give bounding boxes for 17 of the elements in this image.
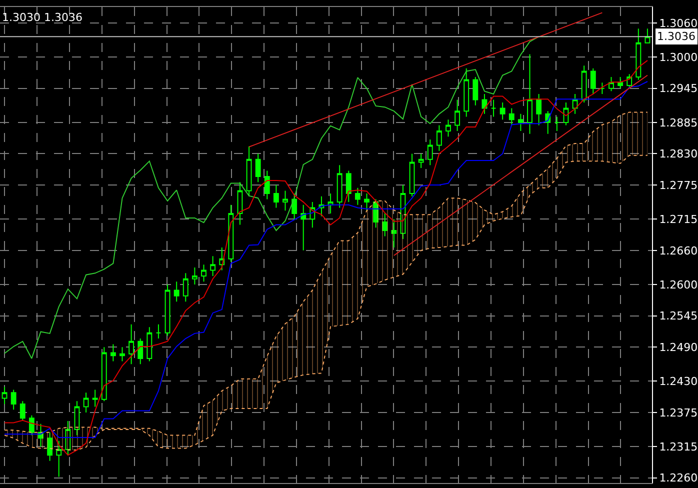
- annotation: 1.3030 1.3036: [2, 11, 82, 24]
- y-tick-label: 1.2830: [659, 148, 698, 161]
- y-tick-label: 1.2945: [659, 82, 698, 96]
- y-tick-label: 1.2430: [659, 375, 698, 388]
- ref-line-label: 1.3036: [657, 30, 696, 43]
- y-tick-label: 1.2490: [659, 340, 698, 354]
- y-tick-label: 1.2375: [659, 406, 698, 420]
- y-tick-label: 1.3060: [659, 16, 698, 30]
- y-tick-label: 1.3000: [659, 50, 698, 64]
- y-tick-label: 1.2600: [659, 278, 698, 292]
- y-tick-label: 1.2315: [659, 440, 698, 454]
- y-tick-label: 1.2715: [659, 212, 698, 226]
- y-tick-label: 1.2545: [659, 310, 698, 323]
- y-tick-label: 1.2660: [659, 244, 698, 258]
- y-tick-label: 1.2260: [659, 472, 698, 485]
- y-tick-label: 1.2885: [659, 116, 698, 130]
- y-tick-label: 1.2775: [659, 178, 698, 192]
